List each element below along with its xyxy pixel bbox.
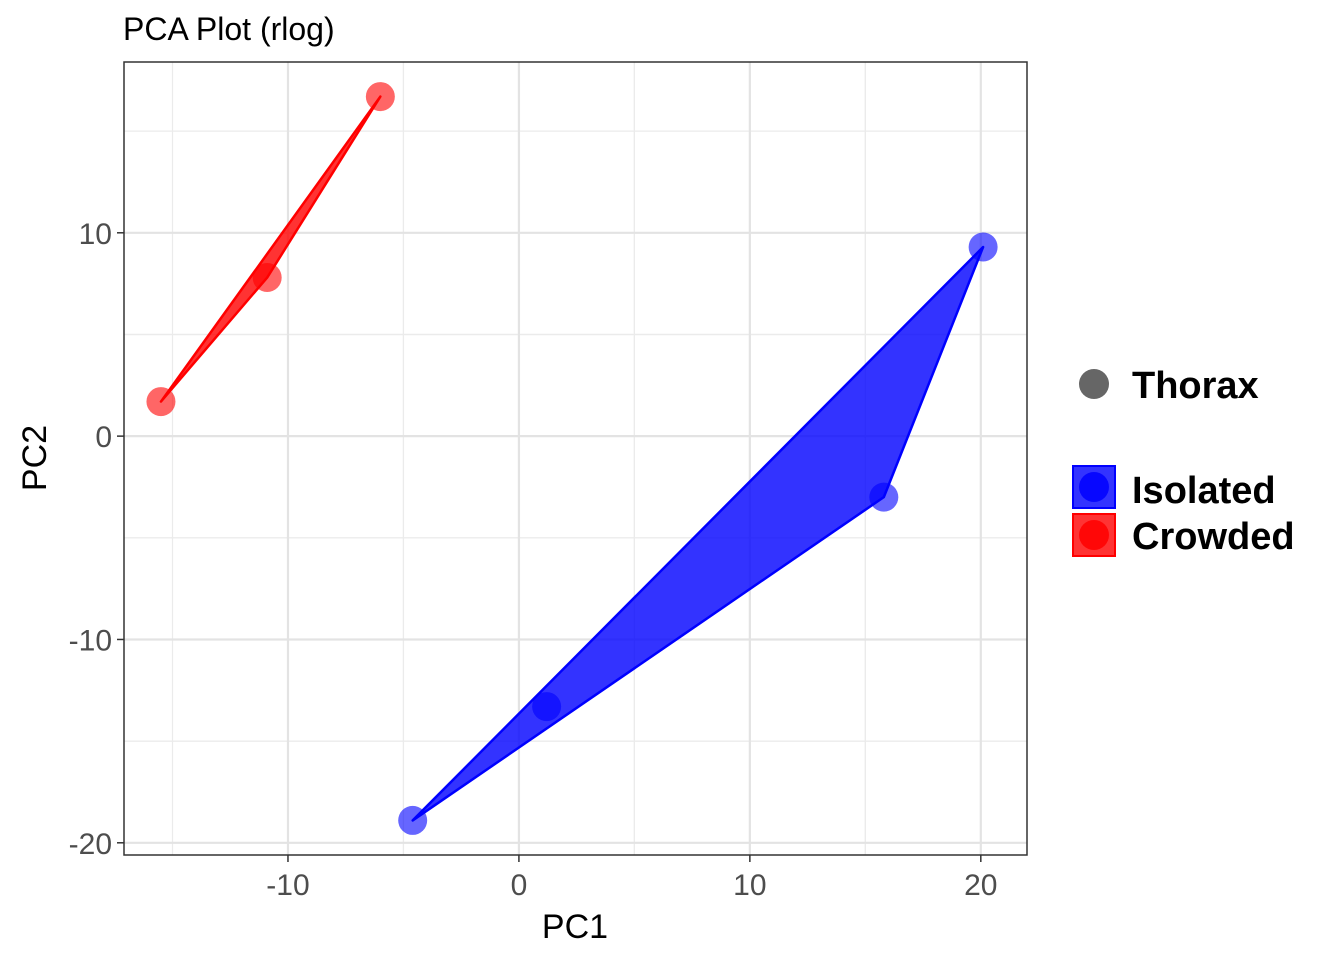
legend-shape-label: Thorax bbox=[1132, 365, 1259, 407]
y-axis: 10 0 -10 -20 bbox=[69, 218, 124, 861]
y-tick-label: 10 bbox=[79, 218, 112, 251]
x-tick-label: 10 bbox=[733, 869, 766, 902]
x-tick-label: 20 bbox=[964, 869, 997, 902]
point-isolated bbox=[532, 692, 562, 722]
legend: Thorax Isolated Crowded bbox=[1072, 365, 1295, 558]
data-points bbox=[146, 82, 998, 835]
chart-title: PCA Plot (rlog) bbox=[123, 11, 335, 47]
point-crowded bbox=[252, 263, 282, 293]
x-tick-label: -10 bbox=[266, 869, 309, 902]
legend-shape-key bbox=[1079, 369, 1109, 399]
x-tick-label: 0 bbox=[511, 869, 528, 902]
y-tick-label: -20 bbox=[69, 828, 112, 861]
hull-isolated bbox=[411, 245, 985, 822]
point-crowded bbox=[365, 82, 395, 112]
x-axis-title: PC1 bbox=[542, 908, 608, 946]
y-tick-label: 0 bbox=[95, 421, 112, 454]
group-hulls bbox=[159, 95, 985, 822]
legend-key-point-isolated bbox=[1079, 472, 1109, 502]
panel-border bbox=[123, 61, 1028, 856]
y-axis-title: PC2 bbox=[16, 425, 54, 491]
x-axis: -10 0 10 20 bbox=[266, 855, 997, 902]
legend-key-point-crowded bbox=[1079, 520, 1109, 550]
point-crowded bbox=[146, 387, 176, 417]
point-isolated bbox=[398, 805, 428, 835]
plot-panel bbox=[123, 61, 1028, 856]
point-isolated bbox=[869, 482, 899, 512]
y-tick-label: -10 bbox=[69, 624, 112, 657]
hull-crowded bbox=[159, 95, 382, 403]
legend-label-crowded: Crowded bbox=[1132, 516, 1295, 558]
legend-label-isolated: Isolated bbox=[1132, 470, 1276, 512]
point-isolated bbox=[968, 232, 998, 262]
